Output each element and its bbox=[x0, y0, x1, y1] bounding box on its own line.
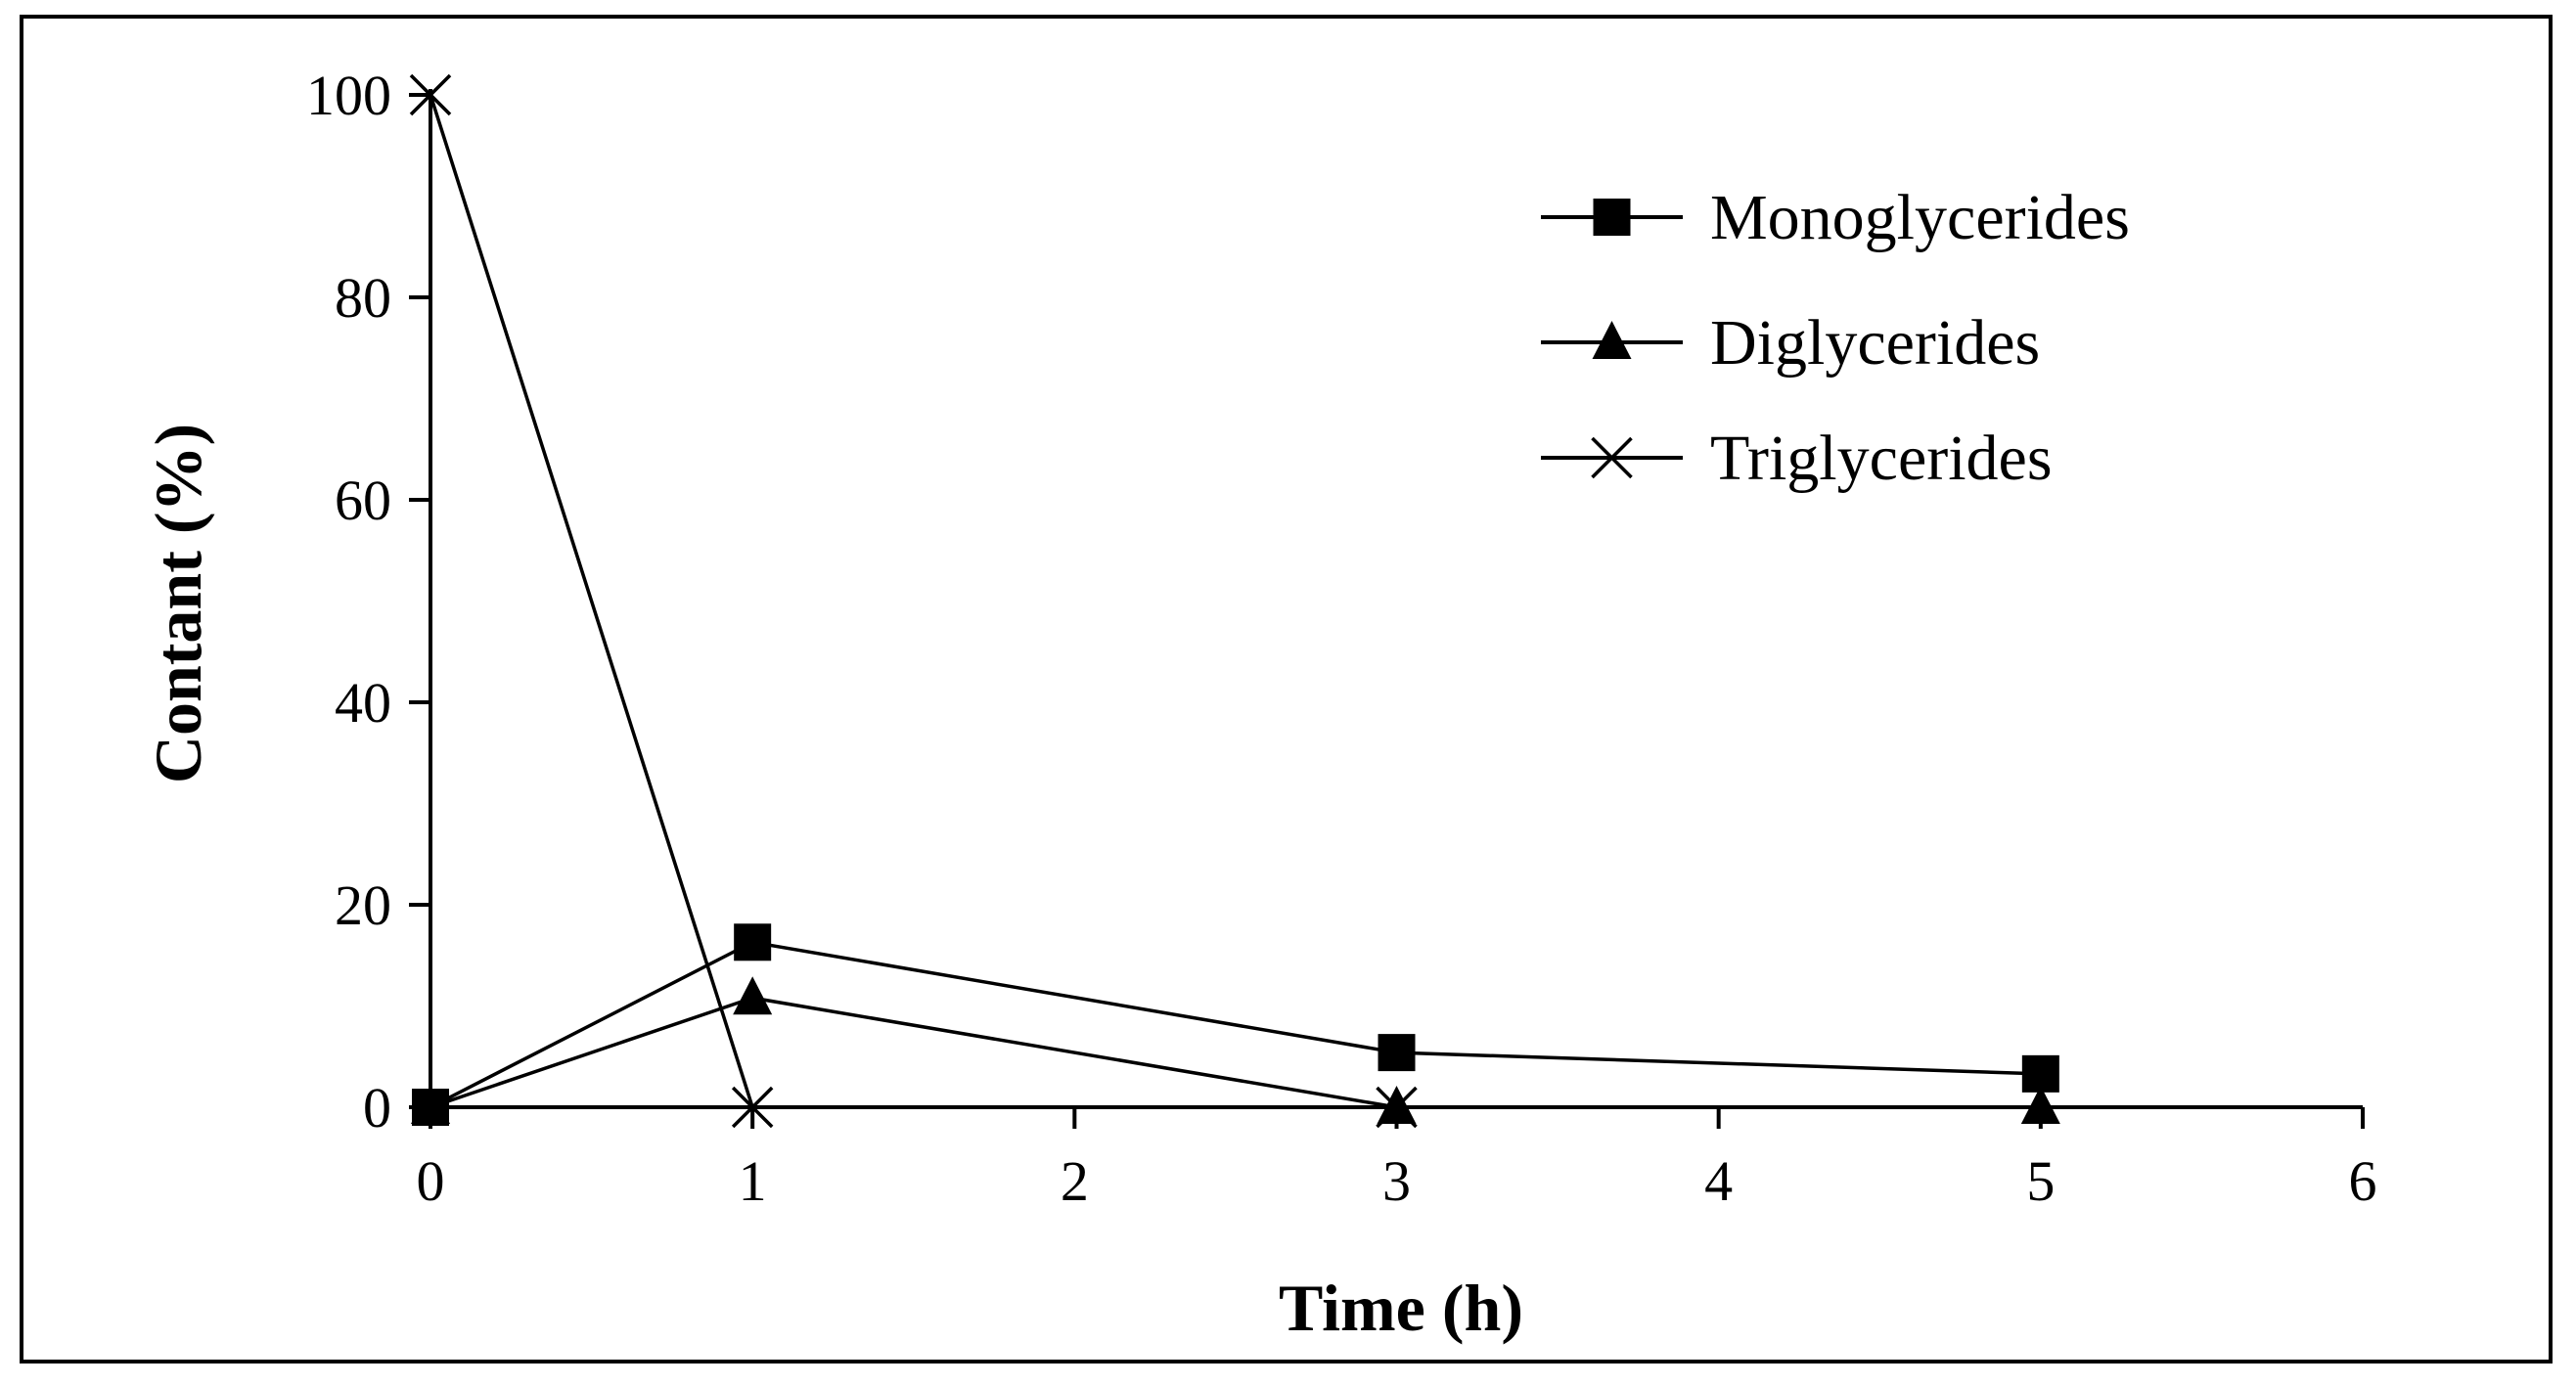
y-tick-label: 0 bbox=[363, 1076, 391, 1140]
data-point-triglycerides bbox=[1376, 1086, 1418, 1129]
axes: 0 20 40 60 80 100 0 1 2 3 4 5 6 bbox=[306, 64, 2377, 1213]
y-tick-label: 80 bbox=[335, 266, 391, 330]
x-tick-label: 6 bbox=[2349, 1149, 2377, 1213]
data-point-diglycerides bbox=[1377, 1086, 1417, 1124]
legend-label: Monoglycerides bbox=[1710, 182, 2130, 253]
data-point-monoglycerides bbox=[734, 923, 772, 961]
legend-label: Diglycerides bbox=[1710, 307, 2040, 379]
series-diglycerides bbox=[411, 976, 2060, 1124]
x-tick-label: 3 bbox=[1382, 1149, 1411, 1213]
x-tick-label: 0 bbox=[417, 1149, 445, 1213]
series-monoglycerides bbox=[412, 923, 2059, 1126]
y-tick-label: 20 bbox=[335, 873, 391, 937]
legend-marker-monoglycerides bbox=[1593, 199, 1631, 236]
legend: Monoglycerides Diglycerides Triglycerides bbox=[1541, 182, 2130, 494]
x-marker-stroke bbox=[1376, 1086, 1418, 1129]
legend-item-monoglycerides: Monoglycerides bbox=[1541, 182, 2130, 253]
legend-item-triglycerides: Triglycerides bbox=[1541, 423, 2053, 494]
x-tick-label: 4 bbox=[1704, 1149, 1733, 1213]
y-tick-label: 100 bbox=[306, 64, 391, 127]
y-axis-title: Contant (%) bbox=[141, 424, 215, 783]
x-marker-stroke bbox=[1591, 436, 1633, 479]
y-tick-label: 40 bbox=[335, 671, 391, 735]
chart-frame bbox=[20, 15, 2553, 1364]
x-marker-stroke bbox=[731, 1086, 774, 1129]
data-point-monoglycerides bbox=[1378, 1034, 1416, 1072]
series-layer bbox=[409, 73, 2060, 1129]
data-point-diglycerides bbox=[733, 976, 773, 1015]
data-point-triglycerides bbox=[409, 73, 452, 116]
data-point-triglycerides bbox=[731, 1086, 774, 1129]
legend-marker-triglycerides bbox=[1591, 436, 1633, 479]
y-tick-label: 60 bbox=[335, 469, 391, 532]
x-tick-label: 5 bbox=[2026, 1149, 2055, 1213]
x-marker-stroke bbox=[409, 73, 452, 116]
data-point-diglycerides bbox=[411, 1086, 450, 1124]
legend-label: Triglycerides bbox=[1710, 423, 2053, 494]
legend-item-diglycerides: Diglycerides bbox=[1541, 307, 2040, 379]
x-tick-label: 1 bbox=[739, 1149, 767, 1213]
series-triglycerides bbox=[409, 73, 1418, 1129]
x-axis-title: Time (h) bbox=[1279, 1271, 1523, 1345]
legend-marker-diglycerides bbox=[1592, 321, 1632, 359]
series-line-triglycerides bbox=[429, 94, 1397, 1109]
data-point-diglycerides bbox=[2020, 1086, 2060, 1124]
x-tick-label: 2 bbox=[1061, 1149, 1089, 1213]
series-line-diglycerides bbox=[429, 996, 2041, 1109]
series-line-monoglycerides bbox=[429, 940, 2041, 1109]
